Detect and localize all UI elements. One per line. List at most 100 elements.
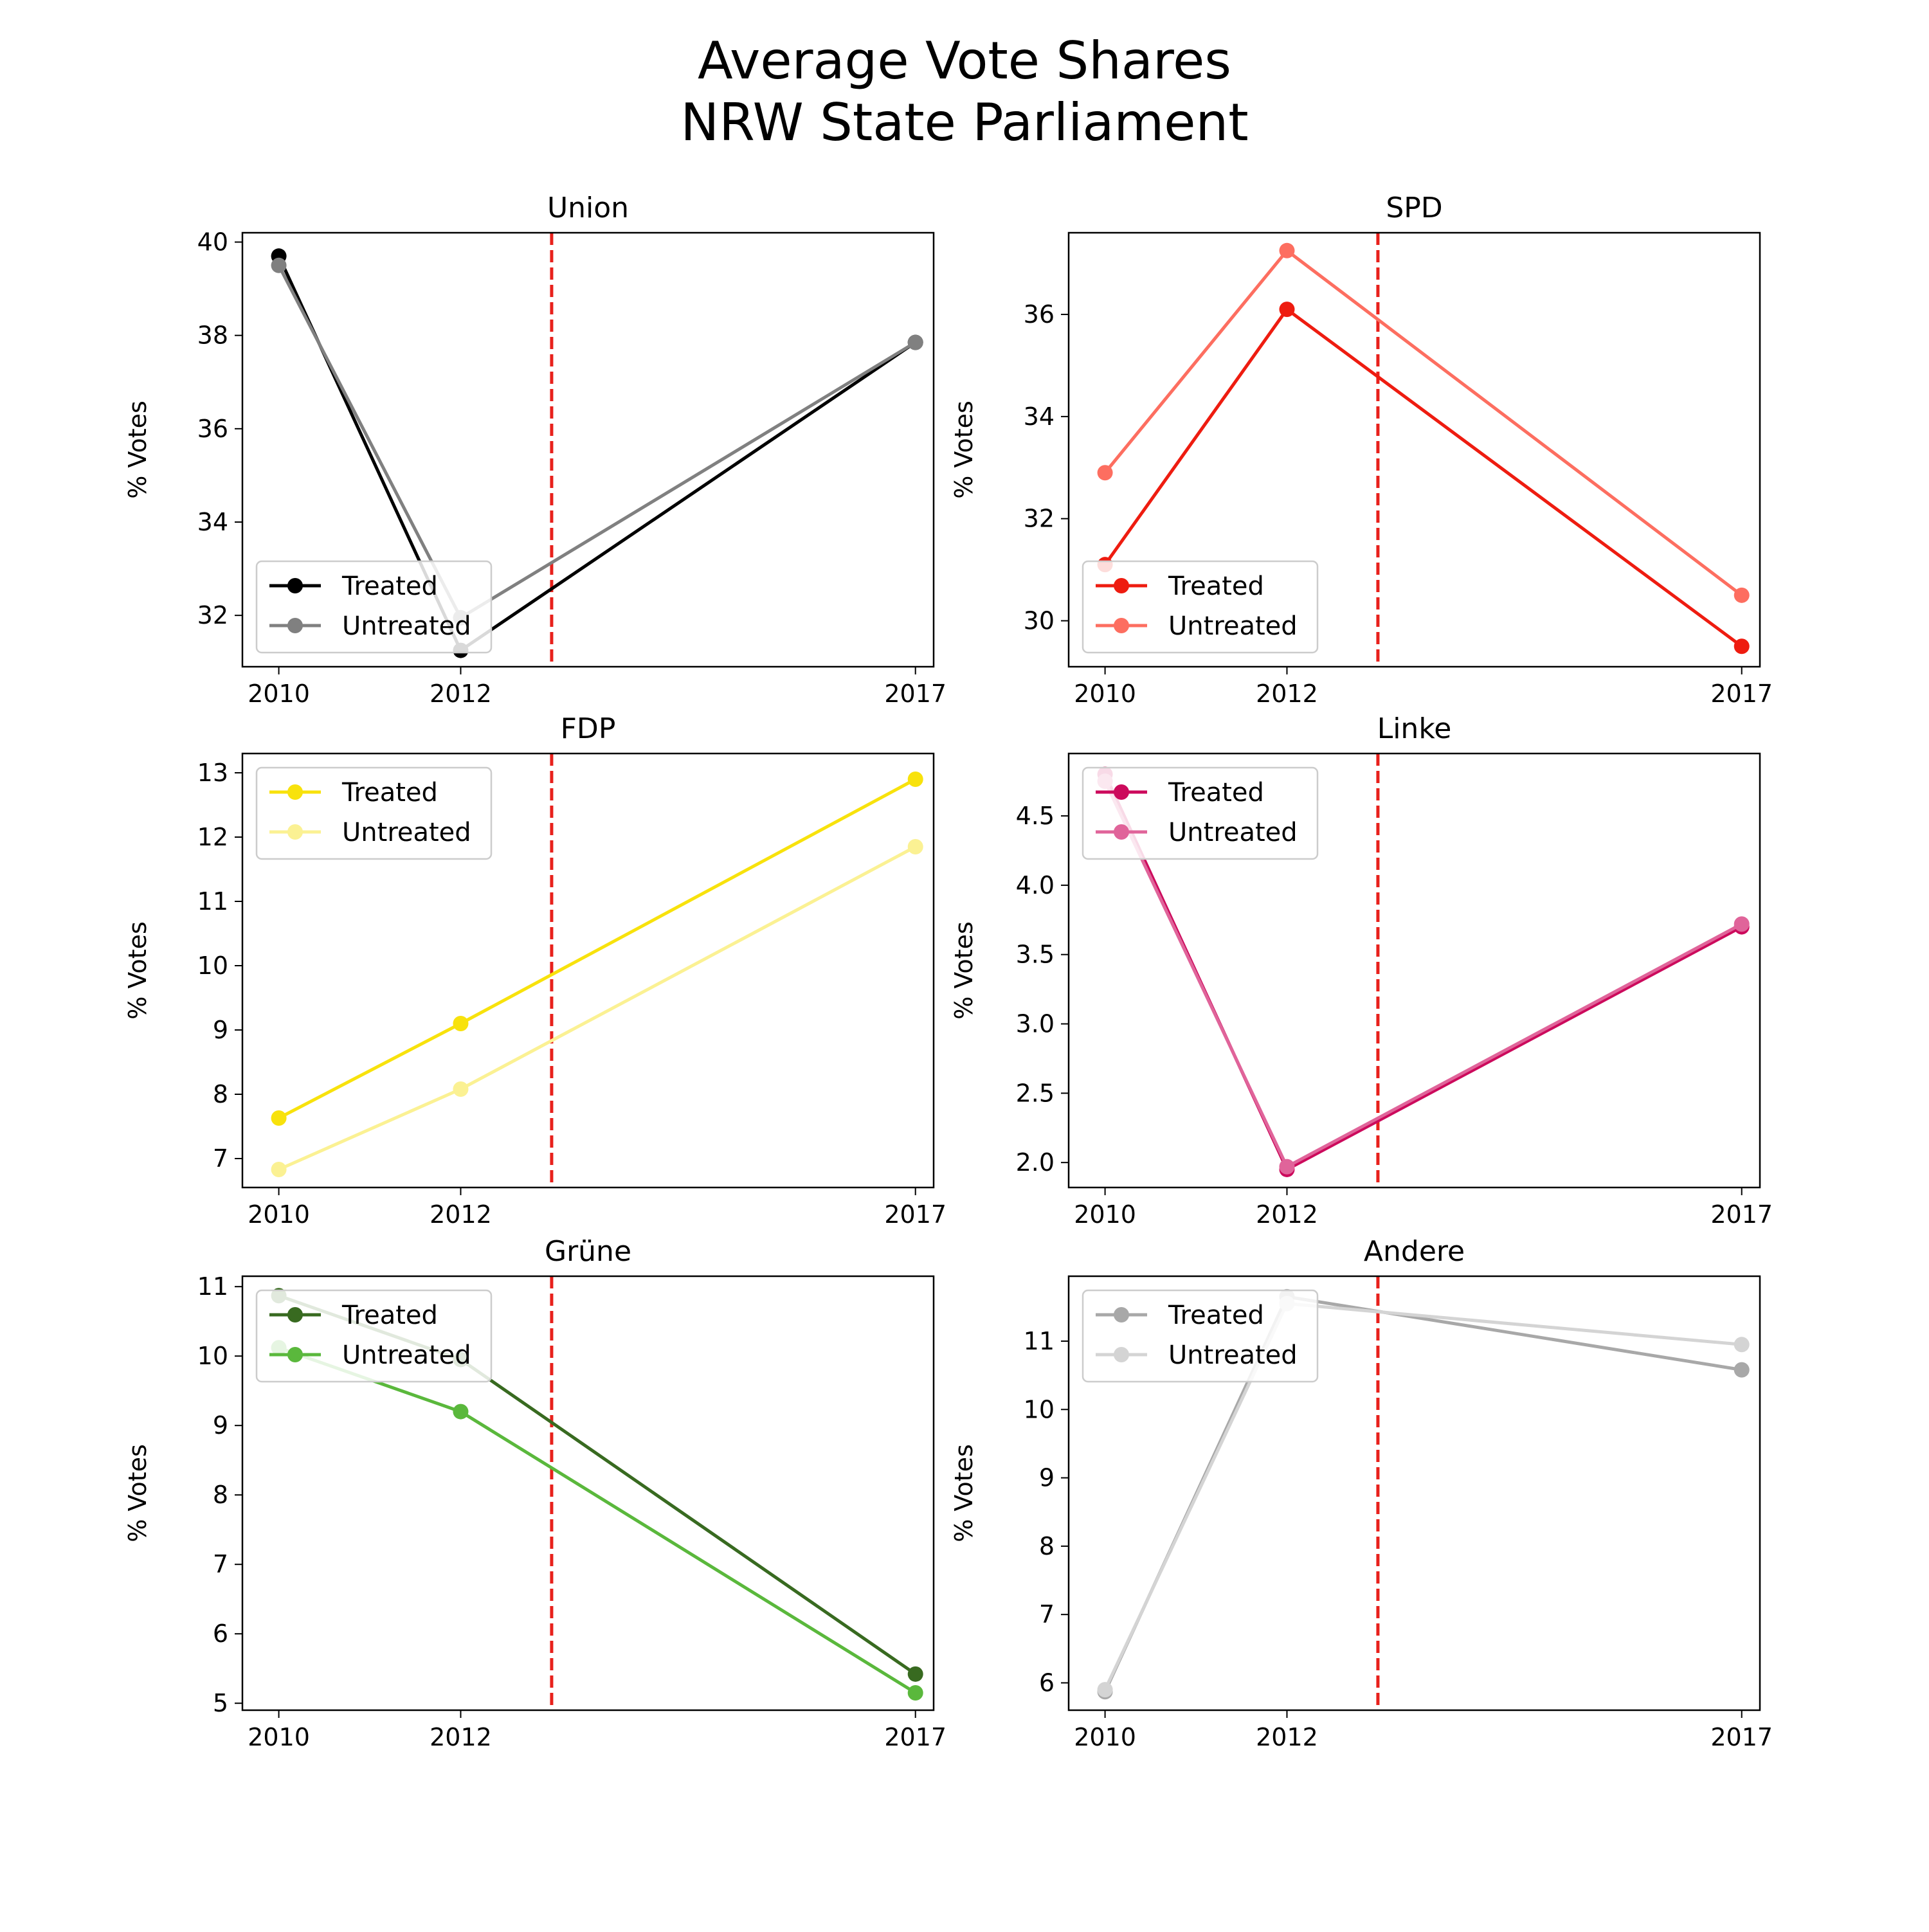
y-tick-label: 8 <box>1039 1532 1055 1560</box>
subplot-grid: Union % Votes 2010 2012 2017 32 34 36 38 40 Treate… <box>123 192 1773 1751</box>
data-point <box>453 1081 469 1097</box>
legend-marker <box>287 824 303 840</box>
y-tick-label: 9 <box>1039 1464 1055 1492</box>
subplot: Union % Votes 2010 2012 2017 32 34 36 38 40 Treate… <box>123 192 946 708</box>
y-tick-label: 3.5 <box>1016 941 1055 969</box>
y-tick-label: 8 <box>213 1080 228 1108</box>
subplot: SPD % Votes 2010 2012 2017 30 32 34 36 Treated Unt… <box>950 192 1773 708</box>
data-point <box>907 772 923 787</box>
y-tick-label: 7 <box>213 1550 228 1578</box>
figure-title-line-2: NRW State Parliament <box>680 93 1248 152</box>
x-tick-label: 2017 <box>1710 1723 1773 1751</box>
y-tick-label: 10 <box>197 1342 228 1370</box>
data-point <box>1734 1337 1750 1353</box>
y-axis-label: % Votes <box>950 1444 978 1542</box>
data-point <box>1097 1682 1113 1698</box>
y-tick-label: 34 <box>1024 402 1055 431</box>
x-tick-label: 2010 <box>1074 1200 1136 1229</box>
legend-label: Treated <box>341 778 438 808</box>
legend-marker <box>287 618 303 633</box>
data-point <box>1279 1159 1295 1175</box>
data-point <box>1279 242 1295 258</box>
x-tick-label: 2010 <box>248 680 310 708</box>
axes-frame <box>1067 231 1761 668</box>
legend-label: Treated <box>341 572 438 601</box>
axes-frame <box>241 231 935 668</box>
x-tick-label: 2012 <box>430 680 492 708</box>
legend-label: Untreated <box>1168 1341 1298 1370</box>
data-point <box>453 1016 469 1031</box>
y-tick-label: 13 <box>197 759 228 787</box>
legend-label: Untreated <box>1168 818 1298 847</box>
y-tick-label: 40 <box>197 228 228 257</box>
y-tick-label: 11 <box>197 887 228 916</box>
legend-label: Untreated <box>342 818 471 847</box>
data-point <box>1279 302 1295 318</box>
subplot-title: Linke <box>1377 712 1452 745</box>
y-tick-label: 36 <box>1024 300 1055 329</box>
series-line <box>278 845 916 1171</box>
legend-marker <box>287 1347 303 1362</box>
legend-label: Treated <box>1168 572 1264 601</box>
y-tick-label: 30 <box>1024 607 1055 635</box>
subplot-title: Grüne <box>545 1235 631 1268</box>
axes-frame <box>241 1275 935 1711</box>
legend-label: Untreated <box>342 611 471 641</box>
data-point <box>907 1666 923 1682</box>
legend-marker <box>1114 1307 1129 1323</box>
subplot-title: SPD <box>1386 192 1442 224</box>
legend-label: Treated <box>1168 1301 1264 1330</box>
x-tick-label: 2017 <box>884 680 946 708</box>
y-axis-label: % Votes <box>123 401 152 499</box>
data-point <box>1734 587 1750 603</box>
y-tick-label: 10 <box>1024 1395 1055 1423</box>
legend-label: Treated <box>341 1301 438 1330</box>
legend-marker <box>287 1307 303 1323</box>
y-axis-label: % Votes <box>123 1444 152 1542</box>
data-point <box>907 334 923 350</box>
x-tick-label: 2012 <box>430 1723 492 1751</box>
x-tick-label: 2010 <box>248 1723 310 1751</box>
y-tick-label: 9 <box>213 1016 228 1044</box>
y-tick-label: 3.0 <box>1016 1010 1055 1038</box>
x-tick-label: 2017 <box>884 1723 946 1751</box>
legend-marker <box>1114 784 1129 800</box>
x-tick-label: 2010 <box>248 1200 310 1229</box>
legend-marker <box>1114 618 1129 633</box>
data-point <box>907 1685 923 1701</box>
x-tick-label: 2012 <box>1256 1723 1318 1751</box>
y-axis-label: % Votes <box>950 921 978 1020</box>
y-tick-label: 6 <box>213 1620 228 1648</box>
y-tick-label: 32 <box>1024 505 1055 533</box>
y-tick-label: 2.0 <box>1016 1148 1055 1177</box>
x-tick-label: 2010 <box>1074 680 1136 708</box>
y-tick-label: 11 <box>1024 1327 1055 1355</box>
y-tick-label: 5 <box>213 1689 228 1717</box>
axes-frame <box>1067 752 1761 1189</box>
x-tick-label: 2017 <box>1710 1200 1773 1229</box>
y-tick-label: 9 <box>213 1411 228 1440</box>
subplot: Linke % Votes 2010 2012 2017 2.0 2.5 3.0 3.5 4.0 4… <box>950 712 1773 1229</box>
y-tick-label: 11 <box>197 1272 228 1301</box>
legend-label: Untreated <box>1168 611 1298 641</box>
legend-label: Untreated <box>342 1341 471 1370</box>
legend-marker <box>287 578 303 593</box>
y-tick-label: 34 <box>197 508 228 536</box>
axes-frame <box>1067 1275 1761 1711</box>
y-tick-label: 38 <box>197 321 228 350</box>
data-point <box>907 839 923 854</box>
subplot: FDP % Votes 2010 2012 2017 7 8 9 10 11 12 13 Treated… <box>123 712 946 1229</box>
subplot: Andere % Votes 2010 2012 2017 6 7 8 9 10 11 Treated… <box>950 1235 1773 1751</box>
x-tick-label: 2017 <box>884 1200 946 1229</box>
y-tick-label: 12 <box>197 823 228 851</box>
data-point <box>1734 1362 1750 1378</box>
y-tick-label: 6 <box>1039 1668 1055 1697</box>
subplot-title: Union <box>547 192 629 224</box>
data-point <box>1734 638 1750 655</box>
subplot: Grüne % Votes 2010 2012 2017 5 6 7 8 9 10 11 Treated… <box>123 1235 946 1751</box>
legend-marker <box>1114 824 1129 840</box>
legend-label: Treated <box>1168 778 1264 808</box>
y-tick-label: 7 <box>1039 1600 1055 1629</box>
